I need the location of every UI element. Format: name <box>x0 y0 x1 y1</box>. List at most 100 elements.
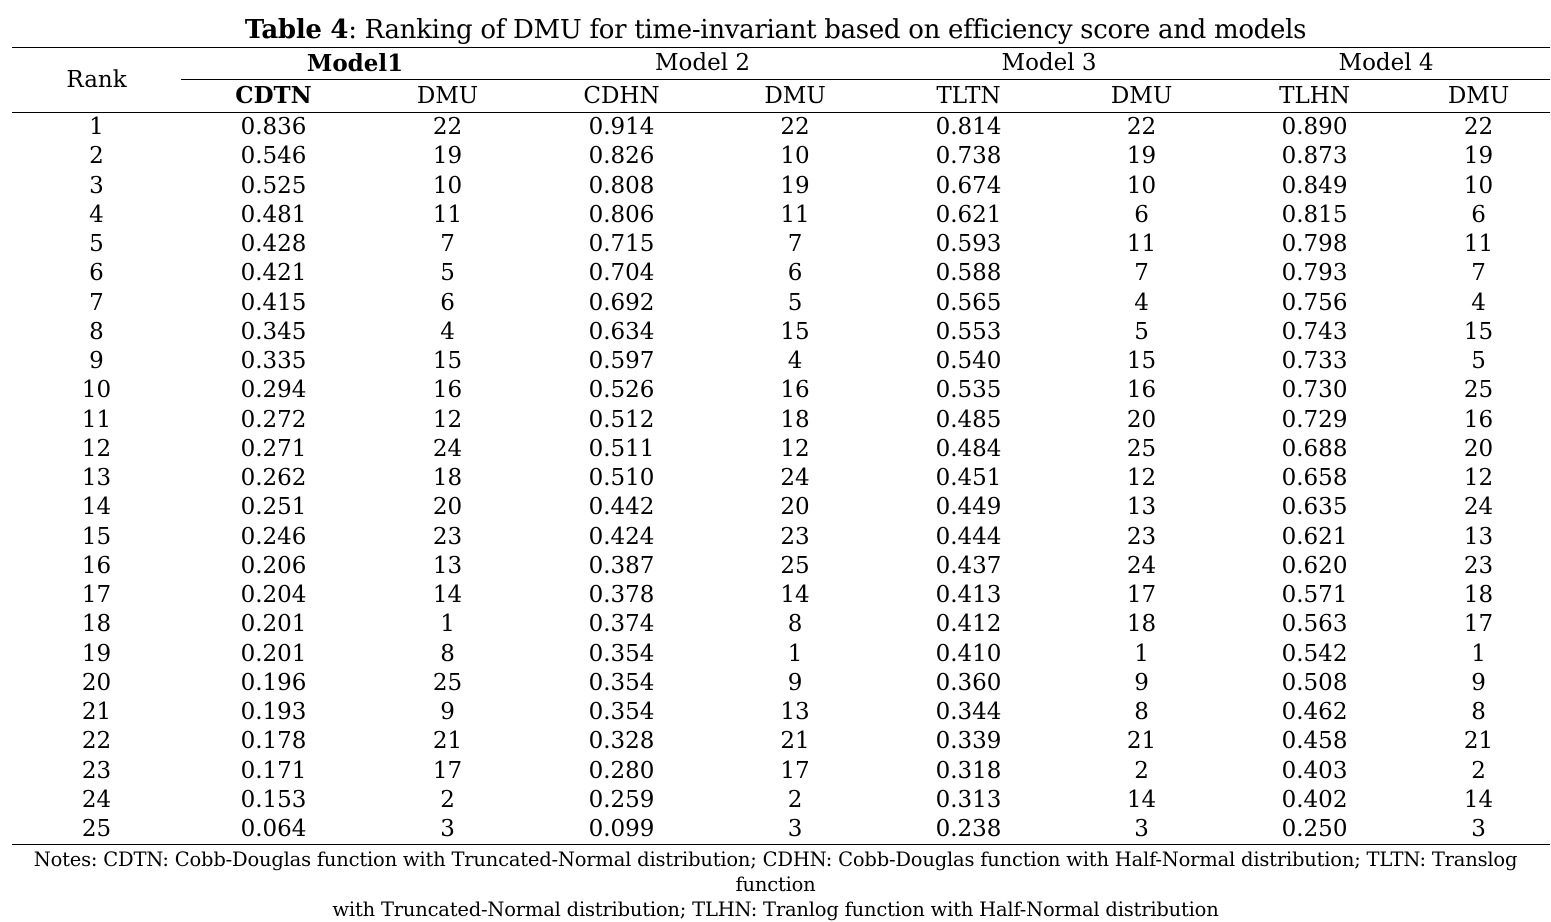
dmu-cell: 2 <box>440 786 455 813</box>
tlhn-cell: 0.793 <box>1281 260 1348 287</box>
cdhn-cell: 0.510 <box>588 465 655 492</box>
tlhn-cell: 0.849 <box>1281 172 1348 199</box>
dmu-header-1: DMU <box>366 79 530 113</box>
dmu-cell: 16 <box>1463 406 1494 433</box>
tltn-cell: 0.738 <box>935 143 1002 170</box>
cdtn-cell: 0.196 <box>240 669 307 696</box>
rank-cell: 6 <box>89 260 104 287</box>
table-row: 16 0.206 13 0.387 25 0.437 24 0.620 23 <box>12 552 1550 581</box>
tlhn-cell: 0.815 <box>1281 201 1348 228</box>
tltn-cell: 0.588 <box>935 260 1002 287</box>
rank-header: Rank <box>12 47 181 113</box>
tlhn-cell: 0.688 <box>1281 435 1348 462</box>
dmu-cell: 1 <box>1471 640 1486 667</box>
dmu-cell: 4 <box>1471 289 1486 316</box>
tltn-header: TLTN <box>876 79 1062 113</box>
cdhn-cell: 0.099 <box>529 815 715 846</box>
dmu-cell: 22 <box>432 114 463 141</box>
cdhn-cell: 0.597 <box>588 348 655 375</box>
dmu-cell: 4 <box>787 348 803 375</box>
table-row: 21 0.193 9 0.354 13 0.344 8 0.462 8 <box>12 698 1550 727</box>
notes-line-1: Notes: CDTN: Cobb-Douglas function with … <box>33 848 1518 897</box>
model-1-header: Model1 <box>181 47 530 80</box>
rank-cell: 15 <box>81 523 112 550</box>
model-4-header: Model 4 <box>1222 47 1551 80</box>
tltn-cell: 0.413 <box>935 582 1002 609</box>
dmu-cell: 9 <box>440 699 455 726</box>
dmu-cell: 11 <box>432 201 463 228</box>
table-row: 22 0.178 21 0.328 21 0.339 21 0.458 21 <box>12 727 1550 756</box>
cdhn-cell: 0.806 <box>588 201 655 228</box>
dmu-cell: 8 <box>787 611 803 638</box>
dmu-cell: 15 <box>780 318 810 345</box>
cdtn-cell: 0.272 <box>240 406 307 433</box>
rank-cell: 10 <box>81 377 112 404</box>
rank-cell: 24 <box>81 786 112 813</box>
rank-cell: 14 <box>81 494 112 521</box>
rank-cell: 8 <box>89 318 104 345</box>
rank-cell: 16 <box>81 552 112 579</box>
cdhn-cell: 0.442 <box>588 494 655 521</box>
rank-cell: 11 <box>81 406 112 433</box>
dmu-cell: 21 <box>1463 728 1494 755</box>
cdtn-cell: 0.546 <box>240 143 307 170</box>
rank-cell: 21 <box>81 699 112 726</box>
tltn-cell: 0.339 <box>935 728 1002 755</box>
dmu-cell: 3 <box>366 815 530 846</box>
rank-cell: 7 <box>89 289 104 316</box>
rank-cell: 2 <box>89 143 104 170</box>
dmu-cell: 14 <box>780 582 810 609</box>
table-row: 1 0.836 22 0.914 22 0.814 22 0.890 22 <box>12 113 1550 143</box>
dmu-cell: 13 <box>1463 523 1494 550</box>
dmu-cell: 14 <box>432 582 463 609</box>
dmu-cell: 18 <box>432 465 463 492</box>
table-row: 13 0.262 18 0.510 24 0.451 12 0.658 12 <box>12 464 1550 493</box>
dmu-cell: 18 <box>780 406 810 433</box>
cdhn-cell: 0.715 <box>588 231 655 258</box>
tltn-cell: 0.535 <box>935 377 1002 404</box>
tltn-cell: 0.485 <box>935 406 1002 433</box>
dmu-cell: 10 <box>1463 172 1494 199</box>
tltn-cell: 0.593 <box>935 231 1002 258</box>
dmu-cell: 4 <box>1134 289 1149 316</box>
table-row: 3 0.525 10 0.808 19 0.674 10 0.849 10 <box>12 172 1550 201</box>
cdtn-cell: 0.271 <box>240 435 307 462</box>
cdtn-cell: 0.294 <box>240 377 307 404</box>
dmu-cell: 3 <box>714 815 877 846</box>
cdtn-cell: 0.836 <box>240 114 307 141</box>
tlhn-cell: 0.563 <box>1281 611 1348 638</box>
tlhn-cell: 0.743 <box>1281 318 1348 345</box>
rank-cell: 18 <box>81 611 112 638</box>
tltn-cell: 0.540 <box>935 348 1002 375</box>
table-caption-text: : Ranking of DMU for time-invariant base… <box>348 15 1307 45</box>
cdhn-cell: 0.424 <box>588 523 655 550</box>
table-row: 19 0.201 8 0.354 1 0.410 1 0.542 1 <box>12 640 1550 669</box>
dmu-cell: 23 <box>432 523 463 550</box>
dmu-cell: 3 <box>1061 815 1223 846</box>
tlhn-cell: 0.733 <box>1281 348 1348 375</box>
cdhn-cell: 0.280 <box>588 757 655 784</box>
tltn-cell: 0.449 <box>935 494 1002 521</box>
cdtn-cell: 0.064 <box>181 815 366 846</box>
dmu-cell: 10 <box>780 143 810 170</box>
cdtn-cell: 0.481 <box>240 201 307 228</box>
dmu-cell: 13 <box>432 552 463 579</box>
cdhn-cell: 0.511 <box>588 435 655 462</box>
tlhn-cell: 0.873 <box>1281 143 1348 170</box>
table-row: 2 0.546 19 0.826 10 0.738 19 0.873 19 <box>12 142 1550 171</box>
cdhn-cell: 0.704 <box>588 260 655 287</box>
rank-cell: 19 <box>81 640 112 667</box>
dmu-cell: 5 <box>440 260 455 287</box>
tltn-cell: 0.360 <box>935 669 1002 696</box>
dmu-cell: 9 <box>1471 669 1486 696</box>
table-row: 6 0.421 5 0.704 6 0.588 7 0.793 7 <box>12 259 1550 288</box>
dmu-cell: 22 <box>1126 114 1157 141</box>
dmu-cell: 3 <box>1407 815 1551 846</box>
rank-cell: 12 <box>81 435 112 462</box>
dmu-cell: 25 <box>432 669 463 696</box>
tlhn-cell: 0.458 <box>1281 728 1348 755</box>
tlhn-cell: 0.798 <box>1281 231 1348 258</box>
dmu-cell: 7 <box>440 231 455 258</box>
cdhn-cell: 0.354 <box>588 699 655 726</box>
